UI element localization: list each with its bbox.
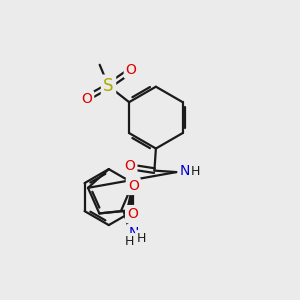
Text: N: N	[129, 226, 139, 239]
Text: O: O	[126, 63, 136, 77]
Text: H: H	[191, 165, 200, 178]
Text: N: N	[180, 164, 190, 178]
Text: H: H	[137, 232, 146, 245]
Text: O: O	[128, 179, 139, 193]
Text: S: S	[103, 77, 114, 95]
Text: O: O	[127, 207, 138, 221]
Text: O: O	[81, 92, 92, 106]
Text: H: H	[125, 235, 134, 248]
Text: O: O	[124, 159, 135, 173]
